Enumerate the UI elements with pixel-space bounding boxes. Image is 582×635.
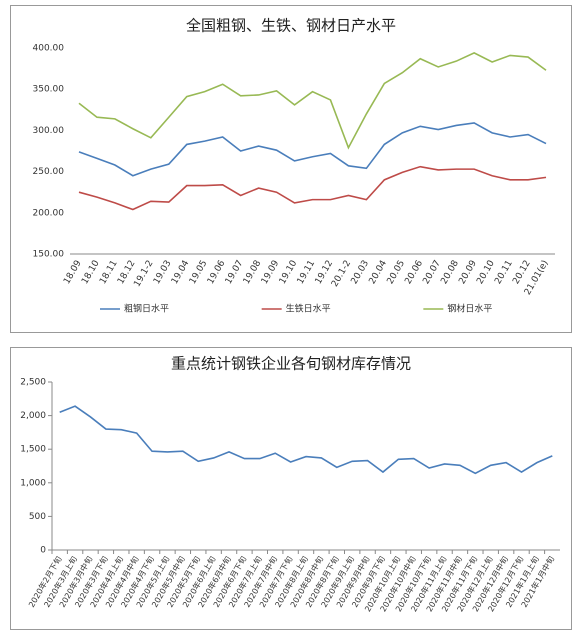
legend-label: 钢材日水平 [447, 303, 492, 315]
line-series [78, 122, 547, 177]
y-tick-label: 0 [40, 546, 46, 556]
y-tick-label: 2,000 [20, 411, 46, 421]
chart-title: 重点统计钢铁企业各旬钢材库存情况 [171, 355, 411, 373]
y-tick-label: 1,500 [20, 445, 46, 455]
line-series [78, 52, 547, 150]
chart-frame [10, 5, 572, 333]
legend-label: 粗钢日水平 [124, 303, 169, 315]
y-tick-label: 200.00 [33, 208, 65, 218]
y-tick-label: 300.00 [33, 126, 65, 136]
y-tick-label: 2,500 [20, 378, 46, 388]
chart-title: 全国粗钢、生铁、钢材日产水平 [186, 17, 396, 35]
line-series [78, 165, 547, 211]
y-tick-label: 500 [29, 512, 46, 522]
legend-label: 生铁日水平 [286, 303, 331, 315]
chart-frame [10, 347, 572, 630]
y-tick-label: 350.00 [33, 85, 65, 95]
y-tick-label: 250.00 [33, 167, 65, 177]
y-tick-label: 400.00 [33, 44, 65, 54]
line-series [59, 405, 553, 475]
y-tick-label: 1,000 [20, 478, 46, 488]
y-tick-label: 150.00 [33, 250, 65, 260]
